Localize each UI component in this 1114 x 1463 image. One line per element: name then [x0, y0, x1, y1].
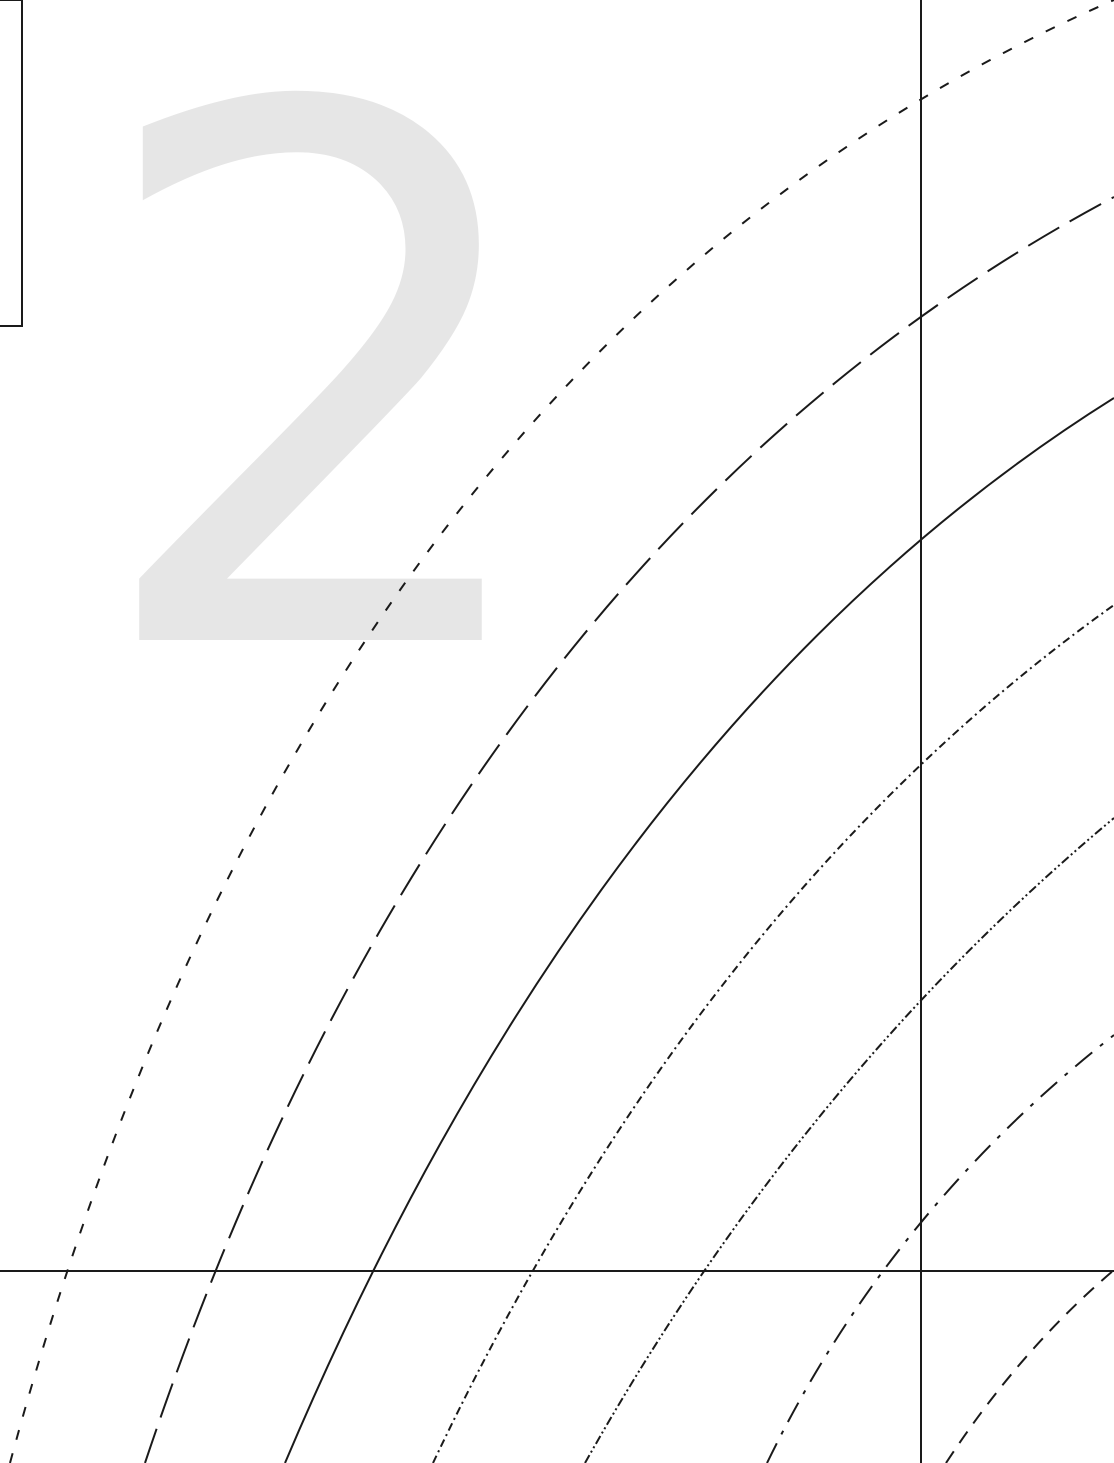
corner-frame: [0, 0, 23, 327]
arc-2-long-dash: [144, 196, 1114, 1463]
arc-4-dash-dot: [432, 604, 1114, 1463]
arc-7-medium-dash: [945, 1269, 1114, 1463]
arc-1-short-dash: [9, 0, 1114, 1463]
arc-5-dash-dot-dot: [584, 817, 1114, 1463]
arc-3-solid: [284, 397, 1114, 1463]
arc-6-long-dash-dot: [766, 1034, 1114, 1463]
big-numeral: 2: [85, 0, 556, 815]
